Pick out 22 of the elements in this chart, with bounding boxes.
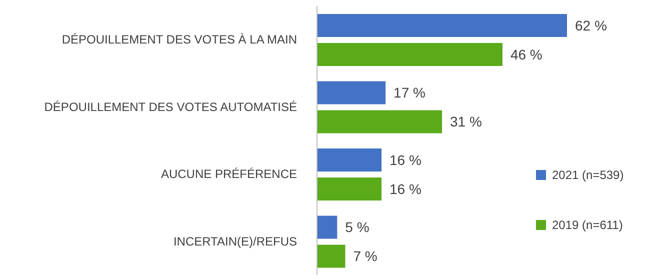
y-tick-label: AUCUNE PRÉFÉRENCE — [160, 167, 297, 182]
bar — [317, 178, 382, 200]
data-label: 5 % — [345, 219, 370, 236]
bar — [317, 110, 442, 134]
bar — [317, 81, 386, 104]
data-label: 7 % — [353, 248, 378, 264]
data-label: 46 % — [510, 46, 542, 62]
y-tick-label: DÉPOUILLEMENT DES VOTES À LA MAIN — [62, 32, 297, 47]
data-label: 17 % — [394, 84, 426, 101]
legend-label: 2019 (n=611) — [552, 218, 623, 232]
y-tick-label: DÉPOUILLEMENT DES VOTES AUTOMATISÉ — [44, 100, 297, 114]
data-label: 16 % — [390, 152, 422, 168]
data-label: 31 % — [450, 114, 482, 130]
y-tick-label: INCERTAIN(E)/REFUS — [173, 234, 297, 248]
bar — [317, 148, 382, 172]
bar — [317, 43, 502, 66]
data-label: 16 % — [390, 180, 422, 197]
legend-label: 2021 (n=539) — [552, 168, 624, 182]
bar — [317, 216, 338, 239]
data-label: 62 % — [575, 17, 607, 34]
bar — [317, 244, 346, 268]
bar — [317, 14, 567, 37]
